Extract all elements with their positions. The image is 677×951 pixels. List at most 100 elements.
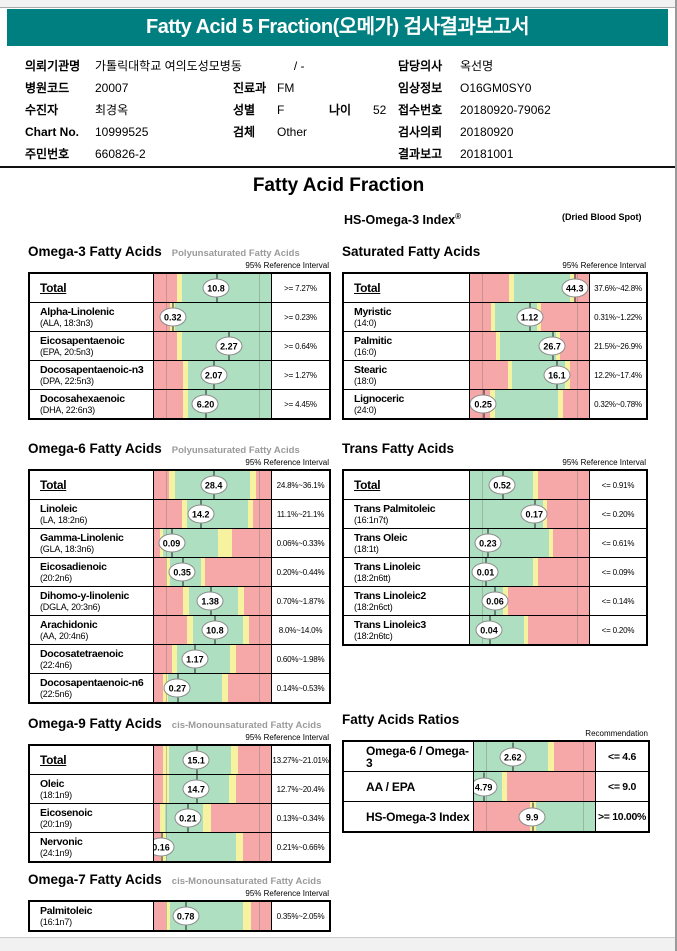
value-marker: 1.17 xyxy=(181,645,209,673)
patient-info-row: 결과보고 20181001 xyxy=(398,143,551,165)
green-zone xyxy=(494,390,559,418)
patient-info-column-middle: 진료과 FM 성별 F 나이 52 검체 Other xyxy=(233,77,421,143)
red-zone xyxy=(255,471,271,499)
yellow-zone xyxy=(242,902,252,930)
fatty-acid-name-cell: Eicosapentaenoic (EPA, 20:5n3) xyxy=(30,332,154,360)
fatty-acid-row: Trans Linoleic3 (18:2n6tc) 0.04 <= 0.20% xyxy=(344,615,646,644)
bar-gridline xyxy=(486,802,488,831)
fatty-acid-name-cell: Total xyxy=(30,274,154,302)
bar-gridline xyxy=(481,361,483,389)
reference-range-bar: 14.2 xyxy=(154,500,272,528)
patient-info-column-right: 담당의사 옥선명 임상정보 O16GM0SY0 접수번호 20180920-79062 검사… xyxy=(398,55,551,165)
fatty-acid-row: Total 28.4 24.8%~36.1% xyxy=(30,471,329,499)
value-marker: 1.38 xyxy=(196,587,224,615)
bar-gridline xyxy=(165,775,167,803)
fatty-acid-name: Oleic xyxy=(40,777,65,790)
reference-interval-header: 95% Reference Interval xyxy=(245,458,329,467)
reference-range-bar: 0.21 xyxy=(154,804,272,832)
reference-range-bar: 0.52 xyxy=(470,471,590,499)
bar-gridline xyxy=(577,390,579,418)
bar-gridline xyxy=(259,274,261,302)
yellow-zone xyxy=(159,804,165,832)
bar-gridline xyxy=(481,332,483,360)
red-zone xyxy=(154,587,184,615)
red-zone xyxy=(253,500,271,528)
fatty-acid-row: Eicosenoic (20:1n9) 0.21 0.13%~0.34% xyxy=(30,803,329,832)
fatty-acid-name: Arachidonic xyxy=(40,618,98,631)
fatty-acid-name: Docosatetraenoic xyxy=(40,647,124,660)
fatty-acid-notation: (16:1n7t) xyxy=(354,514,389,525)
fatty-acid-name-cell: AA / EPA xyxy=(344,772,474,801)
fatty-acid-name: Linoleic xyxy=(40,502,78,515)
patient-info-row: Chart No. 10999525 xyxy=(25,121,305,143)
fatty-acid-table: Palmitoleic (16:1n7) 0.78 0.35%~2.05% xyxy=(28,900,331,932)
reference-interval-value: 0.70%~1.87% xyxy=(276,596,325,606)
reference-range-bar: 0.32 xyxy=(154,303,272,331)
red-zone xyxy=(562,390,589,418)
reference-interval-value: <= 0.61% xyxy=(601,538,635,548)
reference-interval-header: 95% Reference Interval xyxy=(245,261,329,270)
patient-info-row: 성별 F 나이 52 xyxy=(233,99,421,121)
fatty-acid-notation: (AA, 20:4n6) xyxy=(40,630,89,641)
fatty-acid-row: Oleic (18:1n9) 14.7 12.7%~20.4% xyxy=(30,774,329,803)
patient-info-row: 검체 Other xyxy=(233,121,421,143)
value-marker: 14.7 xyxy=(182,775,210,803)
section-header: Omega-3 Fatty Acids Polyunsaturated Fatty… xyxy=(28,244,331,260)
fatty-acid-row: Myristic (14:0) 1.12 0.31%~1.22% xyxy=(344,302,646,331)
yellow-zone xyxy=(242,616,249,644)
reference-range-bar: 0.35 xyxy=(154,558,272,586)
bar-gridline xyxy=(577,587,579,615)
red-zone xyxy=(235,645,271,673)
page-right-border xyxy=(675,0,677,951)
bar-gridline xyxy=(259,303,261,331)
fatty-acid-name-cell: Trans Oleic (18:1t) xyxy=(344,529,470,557)
value-marker: 2.62 xyxy=(499,742,527,771)
yellow-zone xyxy=(183,587,190,615)
red-zone xyxy=(154,274,178,302)
section-fatty-acids-ratios: Fatty Acids Ratios Recommendation Omega-6 … xyxy=(342,712,650,833)
fatty-acid-row: Docosapentaenoic-n3 (DPA, 22:5n3) 2.07 >= 1… xyxy=(30,360,329,389)
fatty-acid-notation: (24:0) xyxy=(354,404,377,415)
fatty-acid-name: Total xyxy=(40,753,67,767)
value-marker: 0.35 xyxy=(168,558,196,586)
bar-gridline xyxy=(259,902,261,930)
yellow-zone xyxy=(558,390,563,418)
fatty-acid-name-cell: Docosahexaenoic (DHA, 22:6n3) xyxy=(30,390,154,418)
patient-info-label: Chart No. xyxy=(25,125,79,139)
bar-gridline xyxy=(577,500,579,528)
red-zone xyxy=(248,616,271,644)
section-omega6-fatty-acids: Omega-6 Fatty Acids Polyunsaturated Fatty… xyxy=(28,441,331,704)
fatty-acid-name-cell: Total xyxy=(344,471,470,499)
bar-gridline xyxy=(165,500,167,528)
value-marker: 2.27 xyxy=(215,332,243,360)
fatty-acid-row: Arachidonic (AA, 20:4n6) 10.8 8.0%~14.0% xyxy=(30,615,329,644)
fatty-acid-name: Lignoceric xyxy=(354,392,405,405)
value-marker: 28.4 xyxy=(200,471,228,499)
section-subtitle: Polyunsaturated Fatty Acids xyxy=(171,248,300,259)
bar-gridline xyxy=(582,772,584,801)
fatty-acid-name-cell: Docosapentaenoic-n6 (22:5n6) xyxy=(30,674,154,702)
patient-info-value: 20180920-79062 xyxy=(460,103,551,117)
patient-info-row: 검사의뢰 20180920 xyxy=(398,121,551,143)
red-zone xyxy=(211,804,271,832)
fatty-acid-row: Lignoceric (24:0) 0.25 0.32%~0.78% xyxy=(344,389,646,418)
value-marker: 4.79 xyxy=(474,772,498,801)
yellow-zone xyxy=(163,746,170,774)
patient-info-value: 10999525 xyxy=(95,125,149,139)
section-header: Omega-7 Fatty Acids cis-Monounsaturated F… xyxy=(28,872,331,888)
reference-interval-value: 0.20%~0.44% xyxy=(276,567,325,577)
section-title: Saturated Fatty Acids xyxy=(342,244,481,259)
yellow-zone xyxy=(548,529,554,557)
value-marker: 44.3 xyxy=(561,274,589,302)
fatty-acid-row: Trans Linoleic (18:2n6tt) 0.01 <= 0.09% xyxy=(344,557,646,586)
section-omega3-fatty-acids: Omega-3 Fatty Acids Polyunsaturated Fatty… xyxy=(28,244,331,420)
green-zone xyxy=(535,802,595,831)
section-subtitle: cis-Monounsaturated Fatty Acids xyxy=(171,876,322,887)
red-zone xyxy=(154,471,170,499)
reference-interval-value: 11.1%~21.1% xyxy=(276,509,325,519)
fatty-acid-row: Docosapentaenoic-n6 (22:5n6) 0.27 0.14%~0.5… xyxy=(30,673,329,702)
value-marker: 0.52 xyxy=(488,471,516,499)
reference-range-bar: 44.3 xyxy=(470,274,590,302)
yellow-zone xyxy=(547,742,554,771)
